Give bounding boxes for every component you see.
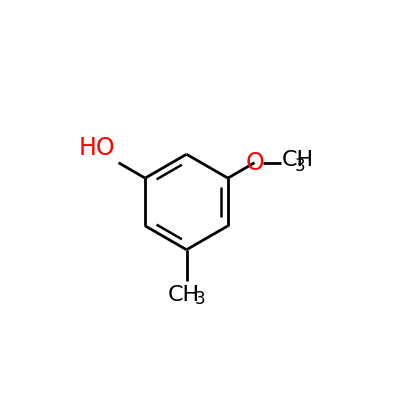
Text: CH: CH <box>167 285 200 305</box>
Text: CH: CH <box>281 150 314 170</box>
Text: 3: 3 <box>195 290 206 308</box>
Text: O: O <box>245 151 264 175</box>
Text: HO: HO <box>79 136 116 160</box>
Text: 3: 3 <box>294 157 305 175</box>
